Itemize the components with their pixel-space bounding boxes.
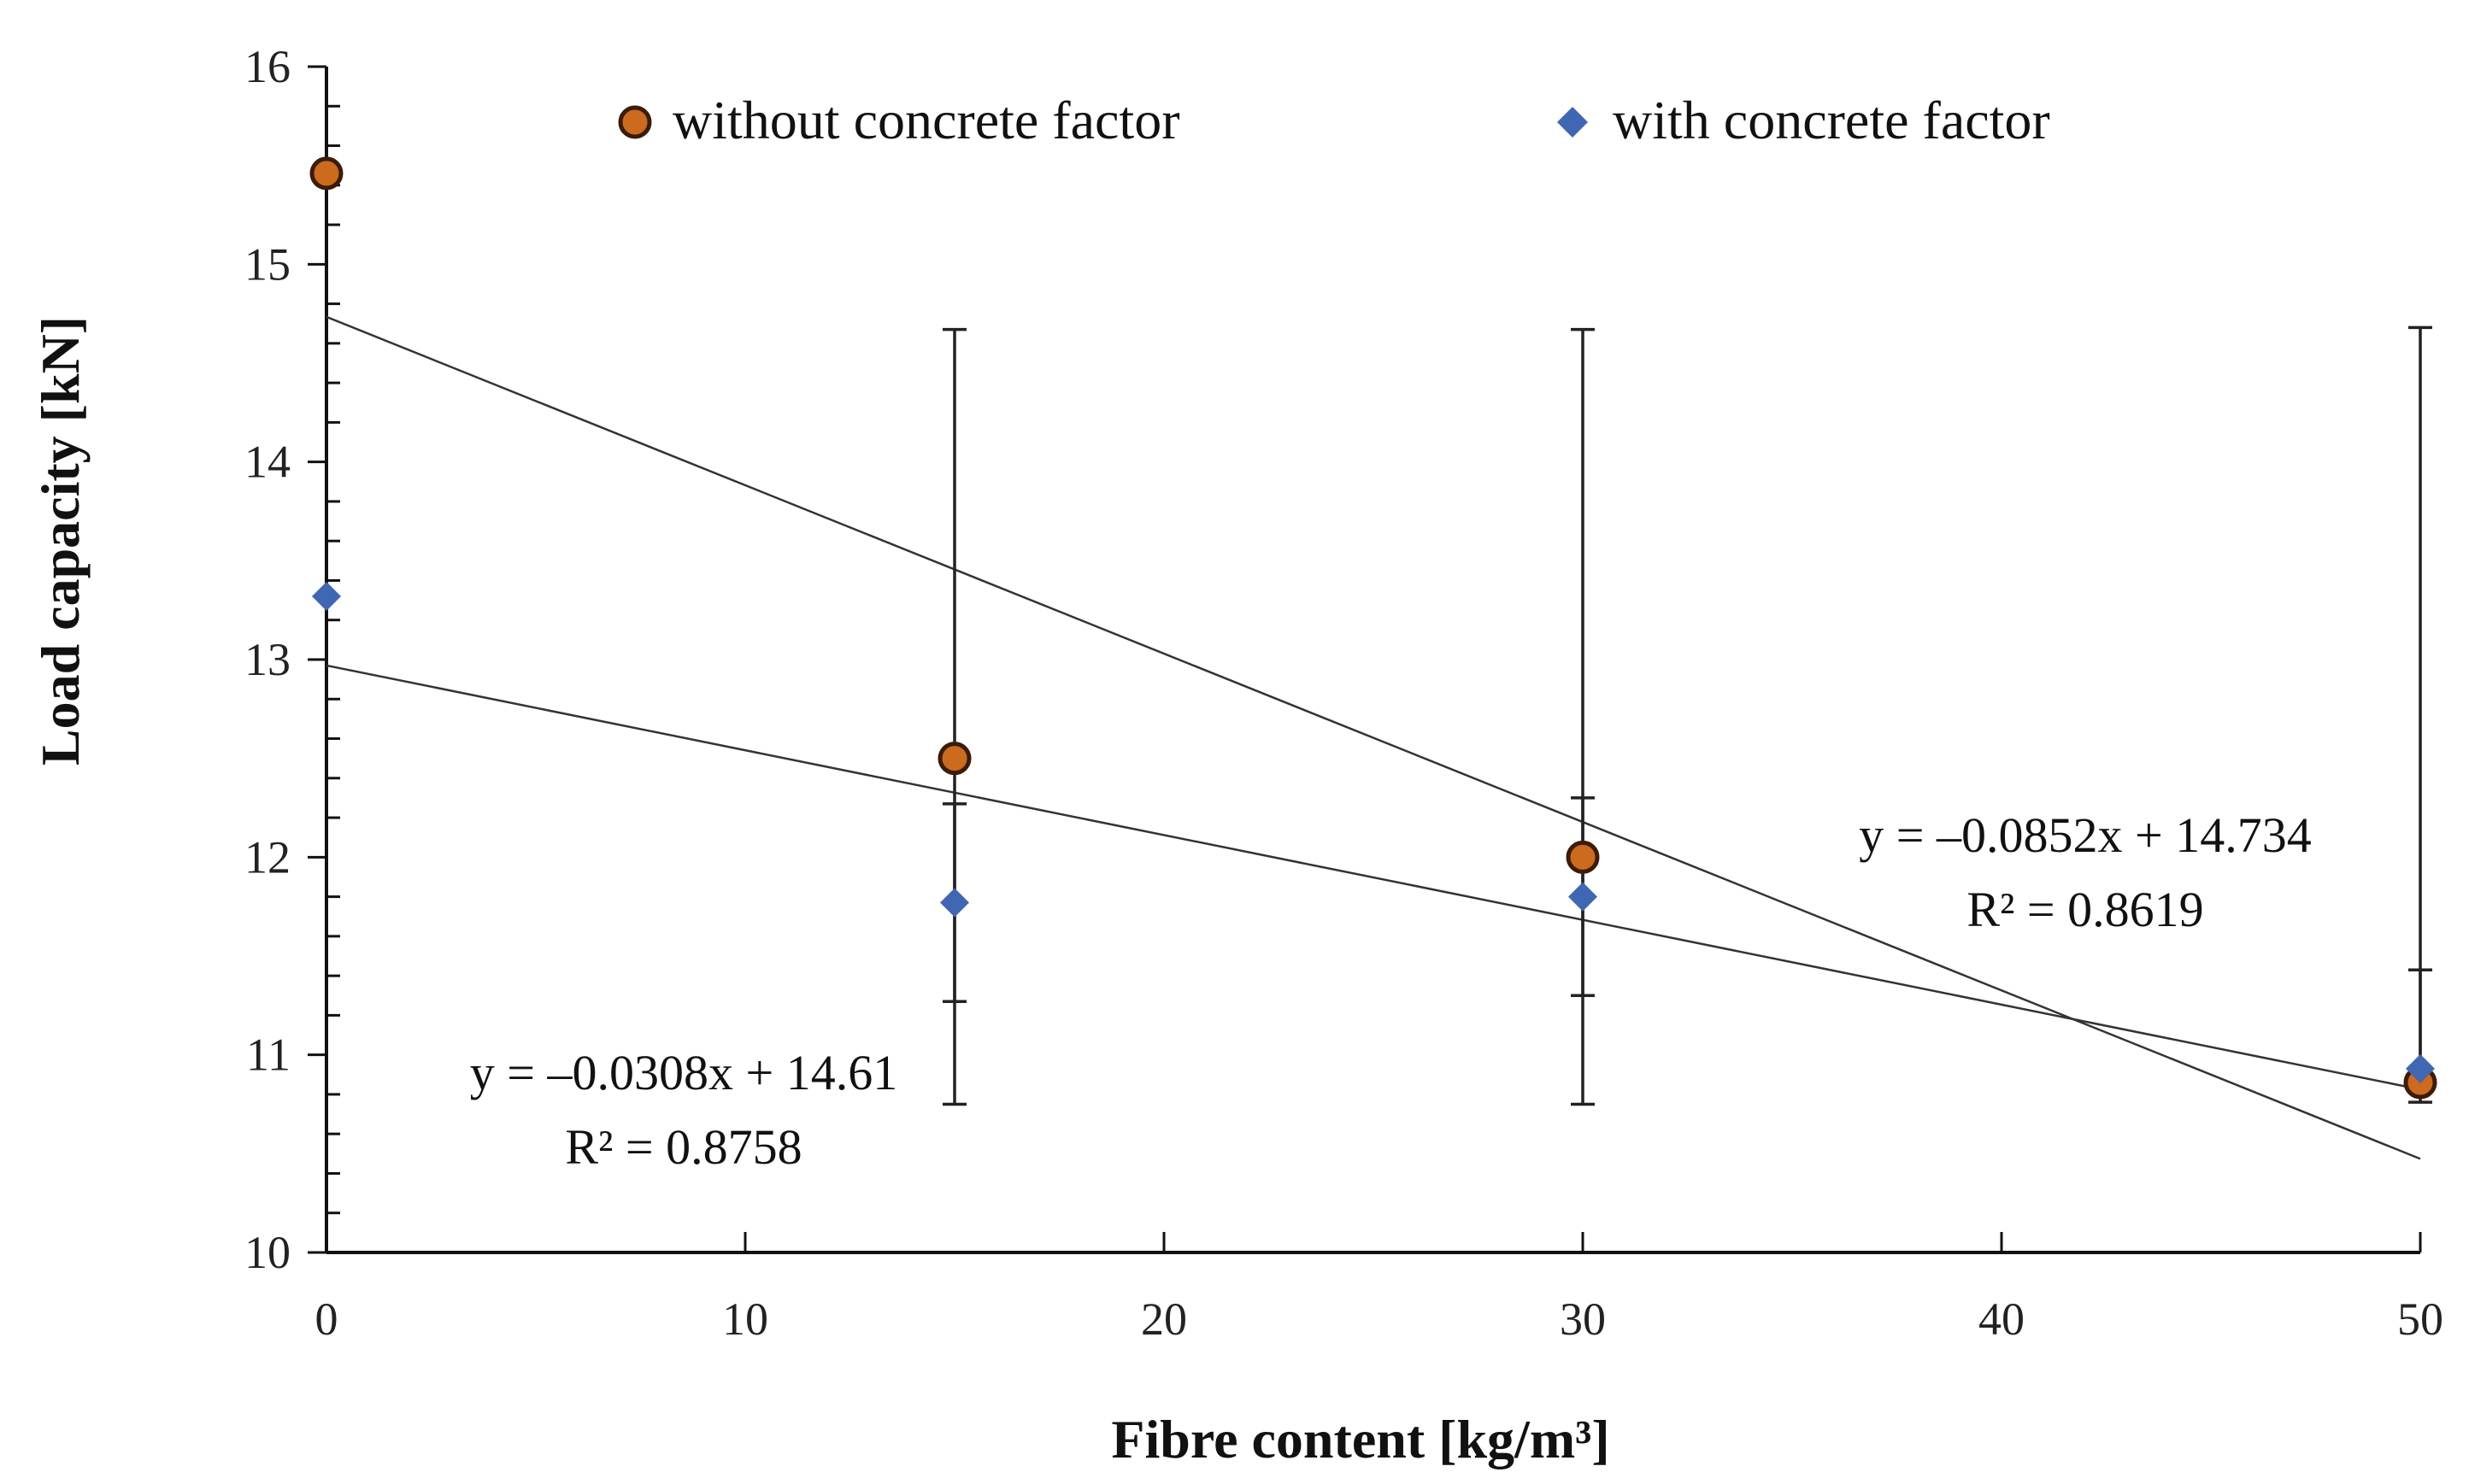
x-tick-label: 10 bbox=[722, 1293, 768, 1345]
x-tick-label: 20 bbox=[1141, 1293, 1187, 1345]
y-tick-label: 12 bbox=[244, 831, 291, 883]
point-with-concrete-factor bbox=[940, 888, 969, 918]
x-tick-label: 30 bbox=[1560, 1293, 1606, 1345]
point-without-concrete-factor bbox=[1566, 840, 1600, 874]
trendline-annotations: y = –0.0852x + 14.734 R² = 0.8619 y = –0… bbox=[470, 807, 2312, 1175]
y-tick-label: 13 bbox=[244, 634, 291, 685]
legend-label-with-concrete-factor: with concrete factor bbox=[1613, 90, 2050, 150]
y-tick-label: 14 bbox=[244, 437, 291, 488]
x-tick-label: 50 bbox=[2397, 1293, 2443, 1345]
x-tick-label: 0 bbox=[315, 1293, 338, 1345]
y-axis-title: Load capacity [kN] bbox=[30, 316, 91, 765]
point-with-concrete-factor bbox=[1568, 882, 1597, 912]
point-without-concrete-factor bbox=[309, 156, 344, 191]
trendline-series-1 bbox=[326, 664, 2421, 1091]
annotation-equation-with: y = –0.0308x + 14.61 bbox=[470, 1045, 897, 1100]
y-tick-label: 10 bbox=[244, 1227, 291, 1278]
legend-marker-without-concrete-factor bbox=[618, 105, 652, 139]
trendline-series-0 bbox=[326, 315, 2421, 1160]
annotation-r2-with: R² = 0.8758 bbox=[565, 1119, 802, 1175]
y-tick-label: 11 bbox=[246, 1029, 291, 1081]
annotation-r2-without: R² = 0.8619 bbox=[1966, 882, 2203, 937]
point-with-concrete-factor bbox=[312, 581, 341, 611]
point-without-concrete-factor bbox=[938, 742, 972, 776]
error-bars bbox=[943, 326, 2432, 1106]
y-tick-label: 15 bbox=[244, 238, 291, 290]
point-with-concrete-factor bbox=[2406, 1053, 2435, 1083]
y-tick-label: 16 bbox=[244, 41, 291, 92]
legend-label-without-concrete-factor: without concrete factor bbox=[673, 90, 1180, 150]
annotation-equation-without: y = –0.0852x + 14.734 bbox=[1859, 807, 2311, 863]
legend: without concrete factor with concrete fa… bbox=[618, 90, 2050, 150]
x-axis-title: Fibre content [kg/m³] bbox=[1111, 1409, 1609, 1469]
legend-marker-with-concrete-factor bbox=[1557, 107, 1588, 138]
x-tick-label: 40 bbox=[1978, 1293, 2025, 1345]
trendlines bbox=[326, 315, 2421, 1160]
ticks: 10 11 12 13 14 15 16 0 10 20 30 40 50 bbox=[244, 41, 2443, 1345]
data-points bbox=[309, 156, 2437, 1100]
